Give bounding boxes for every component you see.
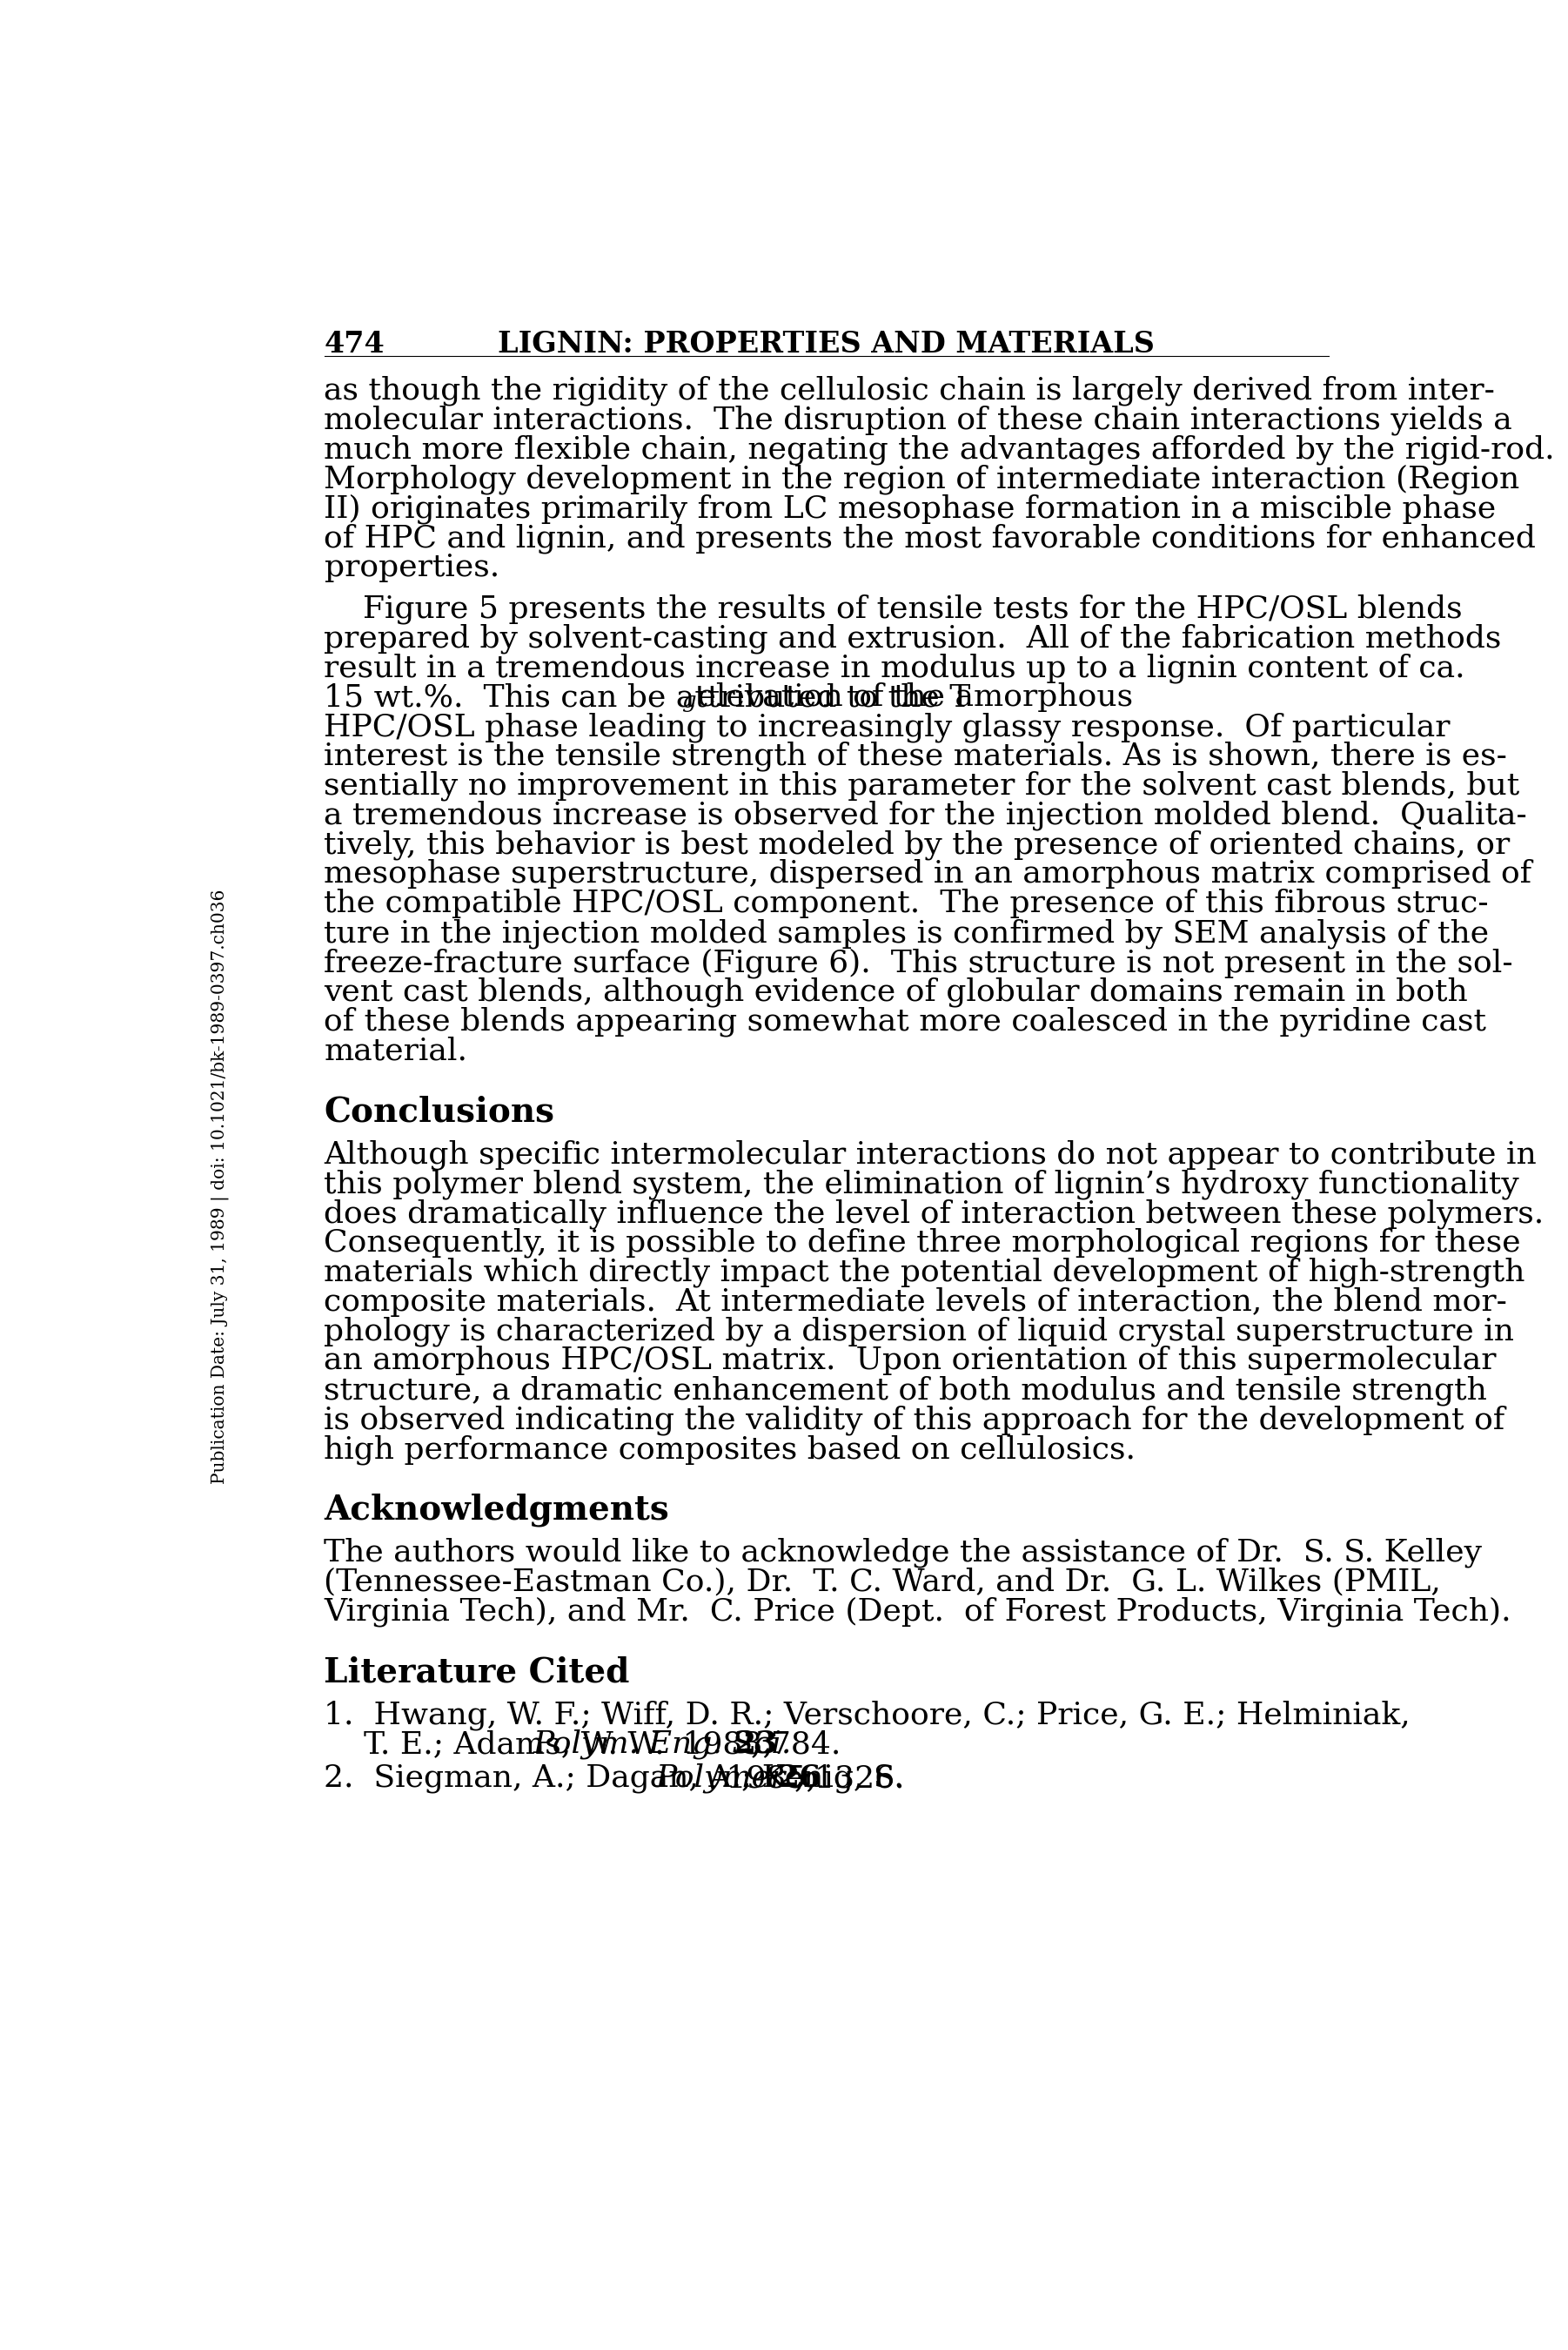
Text: phology is characterized by a dispersion of liquid crystal superstructure in: phology is characterized by a dispersion… [325,1316,1515,1347]
Text: Polymer: Polymer [655,1762,786,1793]
Text: sentially no improvement in this parameter for the solvent cast blends, but: sentially no improvement in this paramet… [325,771,1519,801]
Text: T. E.; Adams, W. W.: T. E.; Adams, W. W. [325,1730,674,1758]
Text: ture in the injection molded samples is confirmed by SEM analysis of the: ture in the injection molded samples is … [325,919,1490,949]
Text: properties.: properties. [325,552,499,583]
Text: the compatible HPC/OSL component.  The presence of this fibrous struc-: the compatible HPC/OSL component. The pr… [325,888,1490,919]
Text: Virginia Tech), and Mr.  C. Price (Dept.  of Forest Products, Virginia Tech).: Virginia Tech), and Mr. C. Price (Dept. … [325,1596,1512,1626]
Text: Publication Date: July 31, 1989 | doi: 10.1021/bk-1989-0397.ch036: Publication Date: July 31, 1989 | doi: 1… [212,888,229,1485]
Text: HPC/OSL phase leading to increasingly glassy response.  Of particular: HPC/OSL phase leading to increasingly gl… [325,712,1450,743]
Text: result in a tremendous increase in modulus up to a lignin content of ca.: result in a tremendous increase in modul… [325,653,1466,684]
Text: , 784.: , 784. [751,1730,840,1758]
Text: much more flexible chain, negating the advantages afforded by the rigid-rod.: much more flexible chain, negating the a… [325,435,1555,465]
Text: material.: material. [325,1036,467,1067]
Text: II) originates primarily from LC mesophase formation in a miscible phase: II) originates primarily from LC mesopha… [325,494,1496,524]
Text: an amorphous HPC/OSL matrix.  Upon orientation of this supermolecular: an amorphous HPC/OSL matrix. Upon orient… [325,1347,1496,1375]
Text: as though the rigidity of the cellulosic chain is largely derived from inter-: as though the rigidity of the cellulosic… [325,376,1496,407]
Text: a tremendous increase is observed for the injection molded blend.  Qualita-: a tremendous increase is observed for th… [325,801,1527,830]
Text: 1983,: 1983, [673,1730,782,1758]
Text: The authors would like to acknowledge the assistance of Dr.  S. S. Kelley: The authors would like to acknowledge th… [325,1537,1482,1567]
Text: is observed indicating the validity of this approach for the development of: is observed indicating the validity of t… [325,1405,1505,1436]
Text: Morphology development in the region of intermediate interaction (Region: Morphology development in the region of … [325,465,1519,494]
Text: Conclusions: Conclusions [325,1095,555,1128]
Text: g: g [682,691,696,712]
Text: 1985,: 1985, [717,1762,826,1793]
Text: Literature Cited: Literature Cited [325,1657,630,1690]
Text: Although specific intermolecular interactions do not appear to contribute in: Although specific intermolecular interac… [325,1140,1537,1170]
Text: vent cast blends, although evidence of globular domains remain in both: vent cast blends, although evidence of g… [325,978,1468,1008]
Text: mesophase superstructure, dispersed in an amorphous matrix comprised of: mesophase superstructure, dispersed in a… [325,860,1532,888]
Text: composite materials.  At intermediate levels of interaction, the blend mor-: composite materials. At intermediate lev… [325,1288,1507,1316]
Text: elevation of the amorphous: elevation of the amorphous [688,682,1134,712]
Text: high performance composites based on cellulosics.: high performance composites based on cel… [325,1434,1135,1464]
Text: Consequently, it is possible to define three morphological regions for these: Consequently, it is possible to define t… [325,1229,1521,1257]
Text: interest is the tensile strength of these materials. As is shown, there is es-: interest is the tensile strength of thes… [325,743,1507,771]
Text: prepared by solvent-casting and extrusion.  All of the fabrication methods: prepared by solvent-casting and extrusio… [325,623,1502,653]
Text: does dramatically influence the level of interaction between these polymers.: does dramatically influence the level of… [325,1198,1544,1229]
Text: 15 wt.%.  This can be attributed to the T: 15 wt.%. This can be attributed to the T [325,682,971,712]
Text: (Tennessee-Eastman Co.), Dr.  T. C. Ward, and Dr.  G. L. Wilkes (PMIL,: (Tennessee-Eastman Co.), Dr. T. C. Ward,… [325,1567,1441,1596]
Text: this polymer blend system, the elimination of lignin’s hydroxy functionality: this polymer blend system, the eliminati… [325,1168,1519,1199]
Text: tively, this behavior is best modeled by the presence of oriented chains, or: tively, this behavior is best modeled by… [325,830,1510,860]
Text: materials which directly impact the potential development of high-strength: materials which directly impact the pote… [325,1257,1526,1288]
Text: of these blends appearing somewhat more coalesced in the pyridine cast: of these blends appearing somewhat more … [325,1006,1486,1036]
Text: freeze-fracture surface (Figure 6).  This structure is not present in the sol-: freeze-fracture surface (Figure 6). This… [325,947,1513,978]
Text: Acknowledgments: Acknowledgments [325,1495,670,1528]
Text: of HPC and lignin, and presents the most favorable conditions for enhanced: of HPC and lignin, and presents the most… [325,524,1537,552]
Text: , 1326.: , 1326. [795,1762,905,1793]
Text: 23: 23 [734,1730,778,1758]
Text: Figure 5 presents the results of tensile tests for the HPC/OSL blends: Figure 5 presents the results of tensile… [364,595,1463,625]
Text: Polym. Eng. Sci.: Polym. Eng. Sci. [533,1730,792,1760]
Text: 474: 474 [325,331,384,360]
Text: molecular interactions.  The disruption of these chain interactions yields a: molecular interactions. The disruption o… [325,404,1513,435]
Text: structure, a dramatic enhancement of both modulus and tensile strength: structure, a dramatic enhancement of bot… [325,1375,1488,1405]
Text: LIGNIN: PROPERTIES AND MATERIALS: LIGNIN: PROPERTIES AND MATERIALS [499,331,1156,360]
Text: 1.  Hwang, W. F.; Wiff, D. R.; Verschoore, C.; Price, G. E.; Helminiak,: 1. Hwang, W. F.; Wiff, D. R.; Verschoore… [325,1699,1411,1730]
Text: 26: 26 [778,1762,822,1793]
Text: 2.  Siegman, A.; Dagan, A.; Kenig, S.: 2. Siegman, A.; Dagan, A.; Kenig, S. [325,1762,914,1793]
